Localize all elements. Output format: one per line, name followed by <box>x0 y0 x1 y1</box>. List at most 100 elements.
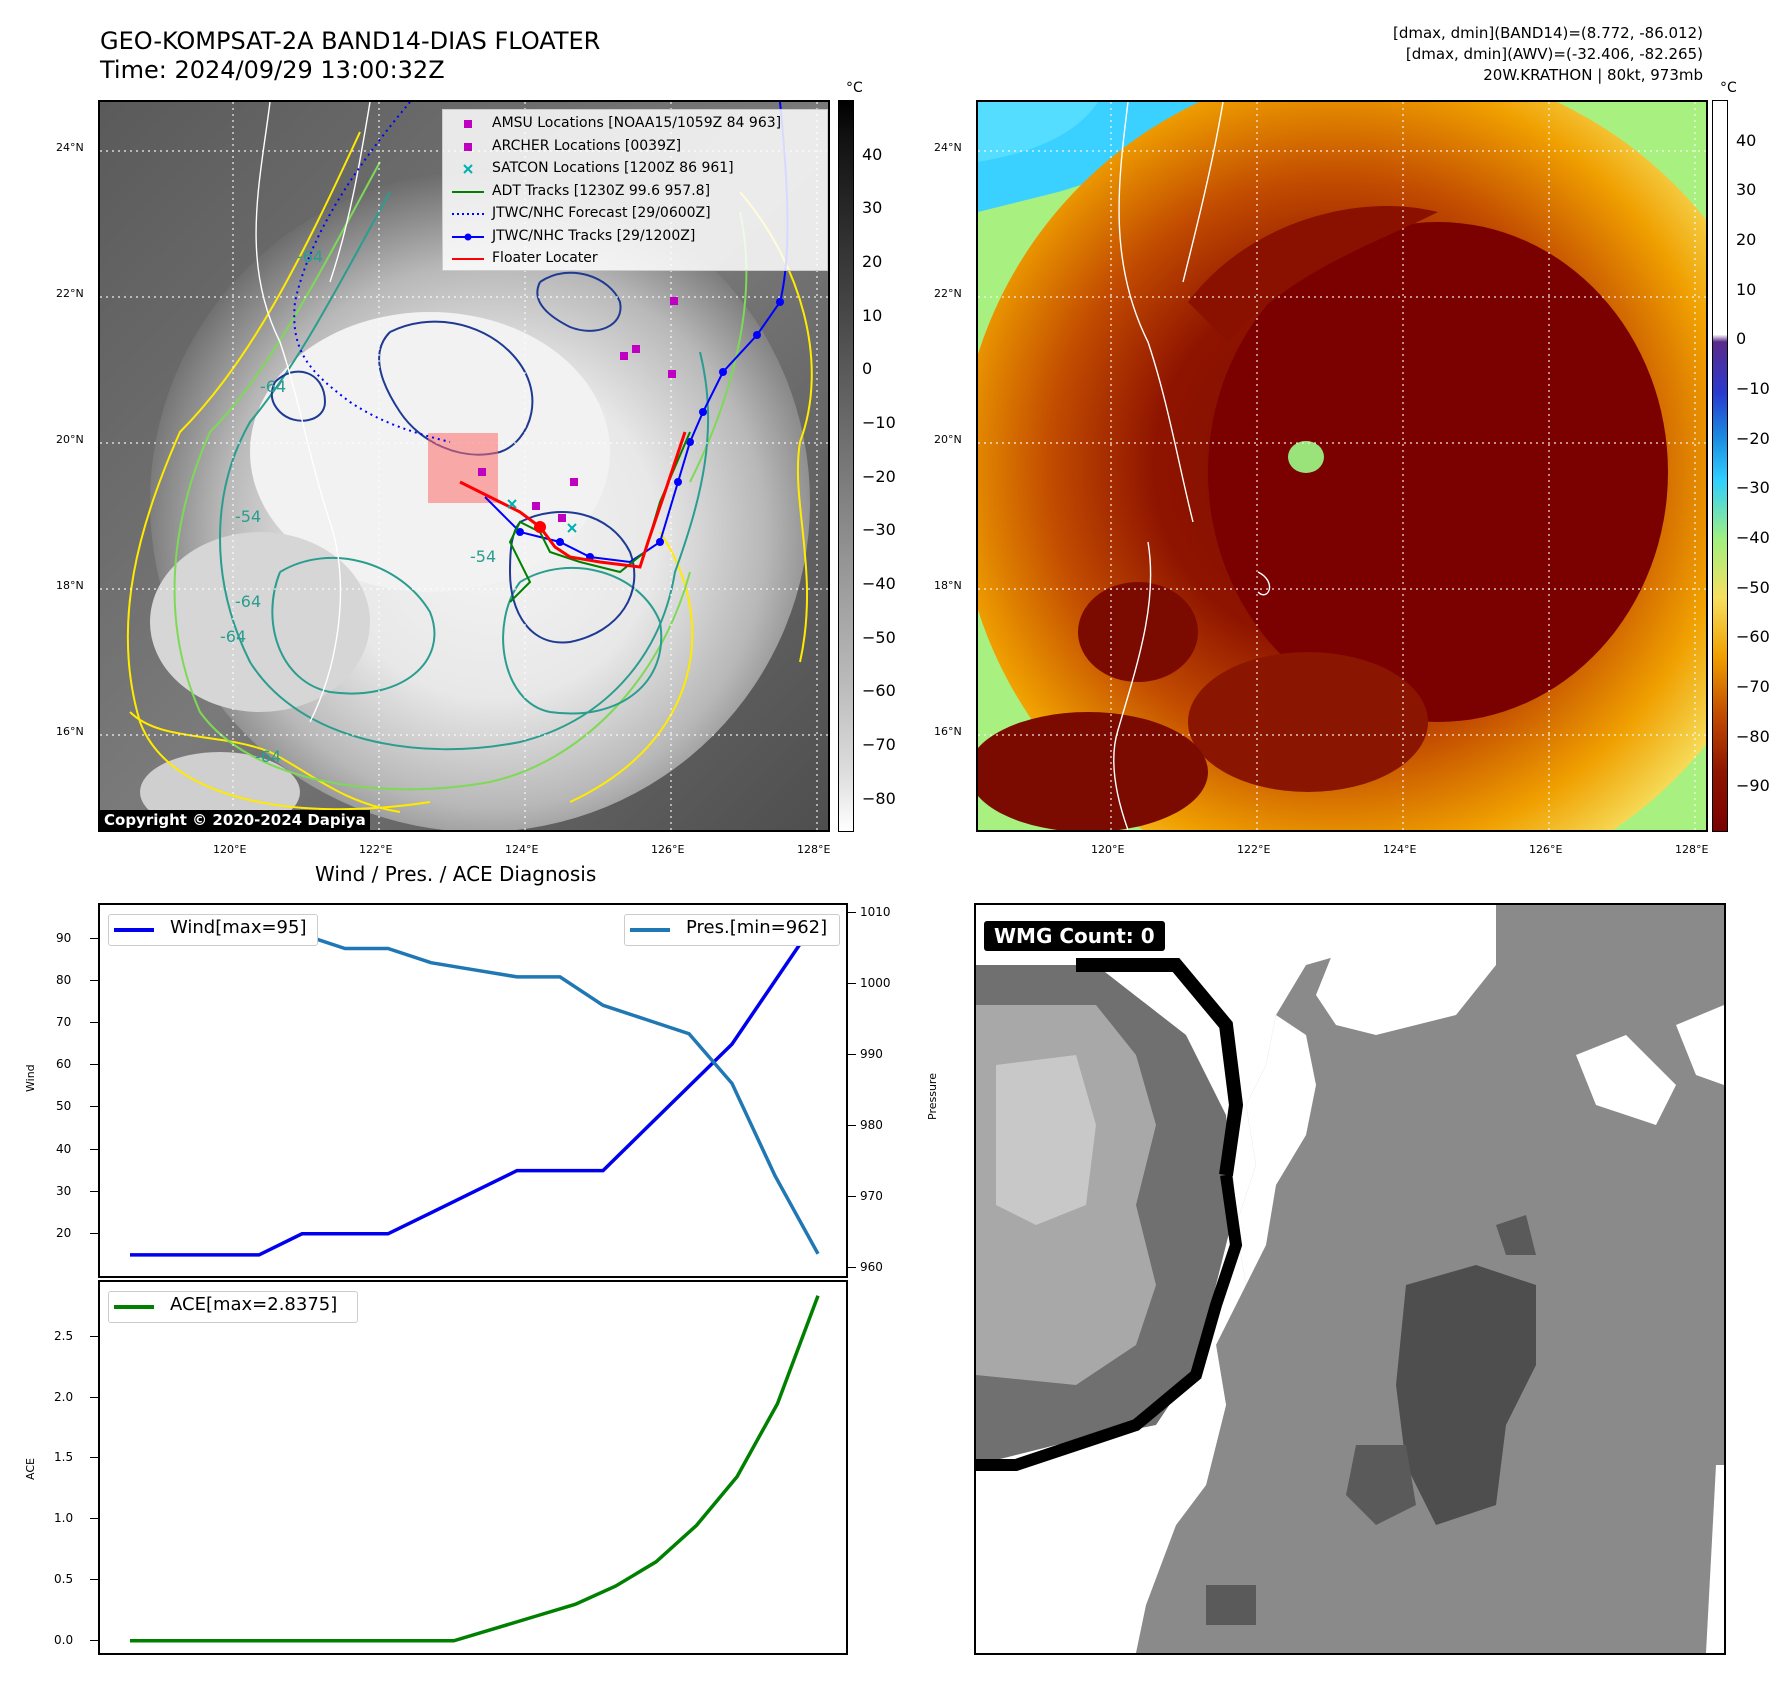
wmg-panel: WMG Count: 0 <box>974 903 1726 1655</box>
colorbar-tick-label: 20 <box>1736 230 1757 250</box>
colorbar-tick-label: −70 <box>862 735 896 755</box>
figure-title: GEO-KOMPSAT-2A BAND14-DIAS FLOATER <box>100 27 601 55</box>
wind-series-line <box>130 916 820 1257</box>
legend-swatch <box>452 233 484 240</box>
pressure-legend-label: Pres.[min=962] <box>686 917 828 938</box>
legend-swatch <box>452 258 484 260</box>
lon-tick-label: 122°E <box>359 843 393 856</box>
wmg-imagery <box>976 905 1724 1653</box>
ace-panel <box>98 1280 848 1655</box>
legend-swatch <box>463 164 473 174</box>
pressure-tick <box>848 912 856 913</box>
wind-tick <box>90 1148 98 1150</box>
wind-tick-label: 80 <box>56 972 72 987</box>
contour-label: -64 <box>255 747 281 766</box>
ace-tick-label: 2.0 <box>54 1389 74 1404</box>
colorbar-tick-label: −10 <box>1736 379 1770 399</box>
storm-info: 20W.KRATHON | 80kt, 973mb <box>1483 66 1703 84</box>
contour-label: -64 <box>220 627 246 646</box>
lat-tick-label: 22°N <box>56 287 84 300</box>
legend-swatch <box>464 142 472 151</box>
pressure-tick <box>848 1267 856 1268</box>
ace-legend-label: ACE[max=2.8375] <box>170 1294 338 1315</box>
colorbar-tick-label: −20 <box>862 466 896 486</box>
wmg-count-label: WMG Count: 0 <box>984 921 1165 951</box>
legend-label: JTWC/NHC Tracks [29/1200Z] <box>492 227 696 244</box>
awv-colorbar <box>1712 100 1728 832</box>
colorbar-tick-label: 10 <box>862 305 883 325</box>
wind-tick-label: 20 <box>56 1225 72 1240</box>
ace-tick <box>90 1457 98 1459</box>
ace-tick-label: 0.5 <box>54 1572 74 1587</box>
lat-tick-label: 24°N <box>56 141 84 154</box>
lon-tick-label: 124°E <box>505 843 539 856</box>
colorbar-tick-label: −60 <box>862 681 896 701</box>
lon-tick-label: 126°E <box>651 843 685 856</box>
band14-ir-map: -64 -54 -64 -54 -64 -64 -64 Copyright © … <box>98 100 830 832</box>
lat-tick-label: 22°N <box>934 287 962 300</box>
colorbar-tick-label: 0 <box>862 359 873 379</box>
lon-tick-label: 122°E <box>1237 843 1271 856</box>
wind-tick <box>90 1106 98 1108</box>
lon-tick-label: 128°E <box>797 843 831 856</box>
wind-legend-swatch <box>114 928 154 932</box>
diagnosis-title: Wind / Pres. / ACE Diagnosis <box>315 862 597 886</box>
colorbar-tick-label: 20 <box>862 252 883 272</box>
wind-tick <box>90 1064 98 1066</box>
legend-label: ARCHER Locations [0039Z] <box>492 137 682 154</box>
lat-tick-label: 18°N <box>934 579 962 592</box>
legend-label: JTWC/NHC Forecast [29/0600Z] <box>492 205 711 221</box>
ace-series-line <box>130 1295 820 1643</box>
colorbar-tick-label: 40 <box>862 144 883 164</box>
colorbar-tick-label: −50 <box>1736 577 1770 597</box>
copyright-label: Copyright © 2020-2024 Dapiya <box>100 810 370 830</box>
colorbar-tick-label: −70 <box>1736 676 1770 696</box>
ir-colorbar-unit: °C <box>846 80 863 96</box>
wind-tick <box>90 1232 98 1234</box>
ace-legend-swatch <box>114 1305 154 1309</box>
wind-axis-label: Wind <box>24 1064 37 1092</box>
colorbar-tick-label: −30 <box>1736 478 1770 498</box>
wind-tick-label: 70 <box>56 1015 72 1030</box>
colorbar-tick-label: −40 <box>862 574 896 594</box>
ace-tick <box>90 1396 98 1398</box>
band14-range: [dmax, dmin](BAND14)=(8.772, -86.012) <box>1392 24 1703 42</box>
wind-pressure-panel <box>98 903 848 1278</box>
pressure-tick <box>848 1196 856 1197</box>
contour-label: -64 <box>235 592 261 611</box>
map-legend <box>442 109 828 271</box>
wind-tick-label: 90 <box>56 930 72 945</box>
ace-tick-label: 0.0 <box>54 1632 74 1647</box>
wind-pressure-chart <box>130 916 820 1257</box>
colorbar-tick-label: −40 <box>1736 528 1770 547</box>
lon-tick-label: 120°E <box>1091 843 1125 856</box>
colorbar-tick-label: 0 <box>1736 329 1747 349</box>
lon-tick-label: 126°E <box>1529 843 1563 856</box>
wind-tick-label: 30 <box>56 1183 72 1198</box>
pressure-tick <box>848 983 856 984</box>
legend-label: SATCON Locations [1200Z 86 961] <box>492 160 734 176</box>
pressure-tick <box>848 1054 856 1055</box>
colorbar-tick-label: −80 <box>862 788 896 808</box>
ace-tick <box>90 1335 98 1337</box>
legend-label: AMSU Locations [NOAA15/1059Z 84 963] <box>492 115 782 131</box>
ace-axis-label: ACE <box>24 1458 37 1480</box>
ir-colorbar <box>838 100 854 832</box>
pressure-legend-swatch <box>630 928 670 932</box>
lat-tick-label: 24°N <box>934 141 962 154</box>
pressure-tick-label: 960 <box>860 1260 883 1274</box>
colorbar-tick-label: −90 <box>1736 776 1770 796</box>
ace-tick-label: 2.5 <box>54 1328 74 1343</box>
lon-tick-label: 120°E <box>213 843 247 856</box>
awv-colorbar-unit: °C <box>1720 80 1737 96</box>
pressure-tick-label: 980 <box>860 1118 883 1132</box>
legend-label: ADT Tracks [1230Z 99.6 957.8] <box>492 182 711 199</box>
awv-map <box>976 100 1708 832</box>
lon-tick-label: 128°E <box>1675 843 1709 856</box>
contour-label: -54 <box>235 507 261 526</box>
pressure-tick-label: 970 <box>860 1189 883 1203</box>
colorbar-tick-label: 40 <box>1736 130 1757 150</box>
lat-tick-label: 18°N <box>56 579 84 592</box>
colorbar-tick-label: −30 <box>862 520 896 540</box>
pressure-tick-label: 990 <box>860 1047 883 1061</box>
